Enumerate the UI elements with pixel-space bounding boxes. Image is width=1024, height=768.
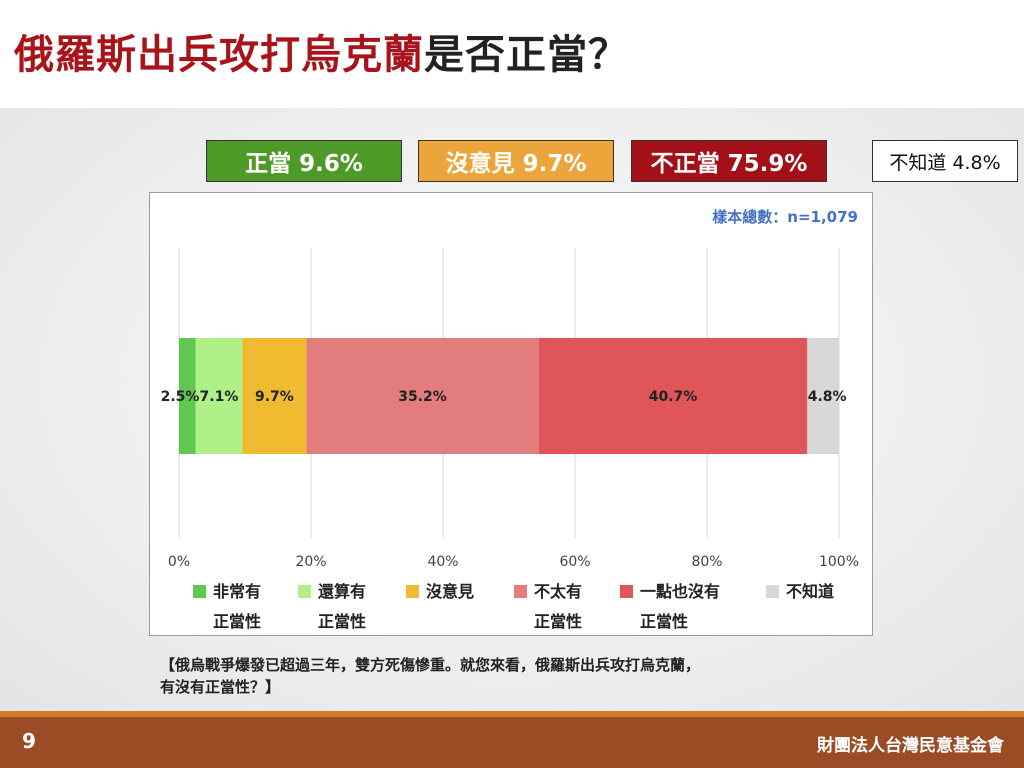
page-number: 9 [22,729,36,753]
bar-segment [807,338,839,454]
survey-question-line2: 有沒有正當性？】 [160,678,281,696]
x-tick-label: 60% [559,554,590,570]
legend-label: 還算有 [318,582,367,601]
summary-no-opinion: 沒意見 9.7% [418,140,614,182]
data-label: 7.1% [200,389,239,405]
data-label: 2.5% [161,389,200,405]
legend-label: 不知道 [786,582,835,601]
legend-label-line2: 正當性 [318,612,367,631]
bar-segment [306,338,539,454]
summary-not-justified: 不正當 75.9% [631,140,827,182]
page-title-part1: 俄羅斯出兵攻打烏克蘭 [14,32,424,78]
legend-item-very-justified: 非常有 正當性 [193,576,261,638]
legend-item-not-at-all-justified: 一點也沒有 正當性 [620,576,720,638]
summary-dont-know: 不知道 4.8% [872,140,1018,182]
legend-swatch [406,585,419,598]
legend-swatch [514,585,527,598]
legend-label-line2: 正當性 [534,612,583,631]
sample-size: 樣本總數：n=1,079 [712,208,858,226]
bar-segment [242,338,307,454]
bar-segment [179,338,196,454]
x-tick-label: 80% [691,554,722,570]
page-title: 俄羅斯出兵攻打烏克蘭是否正當？ [14,22,629,80]
legend-item-no-opinion: 沒意見 [406,576,474,606]
legend-label: 沒意見 [426,582,475,601]
x-tick-label: 100% [819,554,859,570]
data-label: 40.7% [649,389,698,405]
x-tick-label: 0% [168,554,190,570]
survey-question: 【俄烏戰爭爆發已超過三年，雙方死傷慘重。就您來看，俄羅斯出兵攻打烏克蘭， 有沒有… [160,654,880,698]
footer-bar: 9 財團法人台灣民意基金會 [0,717,1024,768]
legend-label: 一點也沒有 [640,582,721,601]
legend-label: 不太有 [534,582,583,601]
summary-justified: 正當 9.6% [206,140,402,182]
data-label: 9.7% [255,389,294,405]
legend-swatch [620,585,633,598]
data-label: 4.8% [808,389,847,405]
legend-label-line2: 正當性 [640,612,689,631]
bar-segment [195,338,243,454]
legend-swatch [193,585,206,598]
bar-segment [538,338,808,454]
legend-swatch [766,585,779,598]
legend-label-line2: 正當性 [213,612,262,631]
legend-label: 非常有 [213,582,262,601]
legend-item-somewhat-justified: 還算有 正當性 [298,576,366,638]
data-label: 35.2% [398,389,447,405]
legend-swatch [298,585,311,598]
page-title-part2: 是否正當？ [424,32,629,78]
legend-item-dont-know: 不知道 [766,576,834,606]
x-tick-label: 20% [295,554,326,570]
footer-accent-line [0,711,1024,717]
legend-item-not-very-justified: 不太有 正當性 [514,576,582,638]
x-tick-label: 40% [427,554,458,570]
survey-question-line1: 【俄烏戰爭爆發已超過三年，雙方死傷慘重。就您來看，俄羅斯出兵攻打烏克蘭， [160,656,701,674]
organization-name: 財團法人台灣民意基金會 [817,736,1004,756]
